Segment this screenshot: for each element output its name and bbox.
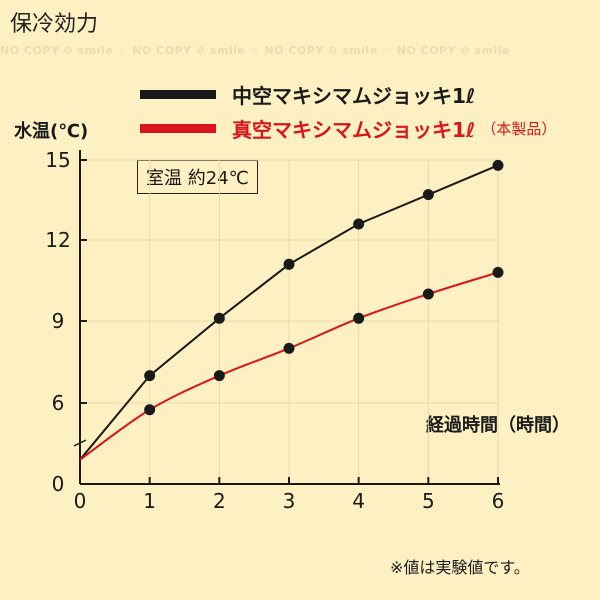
watermark: NO COPY ⊘ smile ☆ NO COPY ⊘ smile ☆ NO C…: [0, 44, 510, 57]
data-point-vacuum: [353, 312, 365, 324]
data-point-hollow: [492, 159, 504, 171]
data-point-vacuum: [213, 370, 225, 382]
y-tick-label: 6: [52, 391, 65, 415]
x-tick-label: 3: [283, 489, 296, 513]
x-tick-label: 1: [143, 489, 156, 513]
data-point-vacuum: [422, 288, 434, 300]
y-axis-title: 水温(℃): [14, 121, 89, 142]
legend-note-product: （本製品）: [481, 119, 557, 138]
y-tick-label: 12: [45, 228, 70, 252]
legend-item-hollow: 中空マキシマムジョッキ1ℓ: [140, 80, 556, 108]
legend-label-vacuum: 真空マキシマムジョッキ1ℓ: [232, 117, 476, 142]
axis-break-mark: [73, 439, 87, 447]
data-point-hollow: [144, 370, 156, 382]
legend-label-hollow: 中空マキシマムジョッキ1ℓ: [232, 83, 476, 108]
x-tick-label: 4: [352, 489, 365, 513]
legend-swatch-vacuum: [140, 123, 216, 133]
footnote: ※値は実験値です。: [390, 558, 530, 577]
x-tick-label: 2: [213, 489, 226, 513]
legend-item-vacuum: 真空マキシマムジョッキ1ℓ （本製品）: [140, 114, 556, 142]
y-tick-label: 9: [52, 309, 65, 333]
data-point-hollow: [353, 218, 365, 230]
data-point-vacuum: [144, 404, 156, 416]
page-title: 保冷効力: [10, 12, 99, 37]
x-tick-label: 6: [492, 489, 505, 513]
x-tick-label: 5: [422, 489, 435, 513]
data-point-hollow: [422, 189, 434, 201]
data-point-hollow: [213, 312, 225, 324]
data-point-vacuum: [283, 342, 295, 354]
data-point-hollow: [283, 258, 295, 270]
x-tick-label: 0: [74, 489, 87, 513]
data-point-vacuum: [492, 266, 504, 278]
legend: 中空マキシマムジョッキ1ℓ 真空マキシマムジョッキ1ℓ （本製品）: [140, 80, 556, 148]
y-tick-label: 0: [52, 472, 65, 496]
y-tick-label: 15: [45, 148, 70, 172]
legend-swatch-hollow: [140, 89, 216, 99]
